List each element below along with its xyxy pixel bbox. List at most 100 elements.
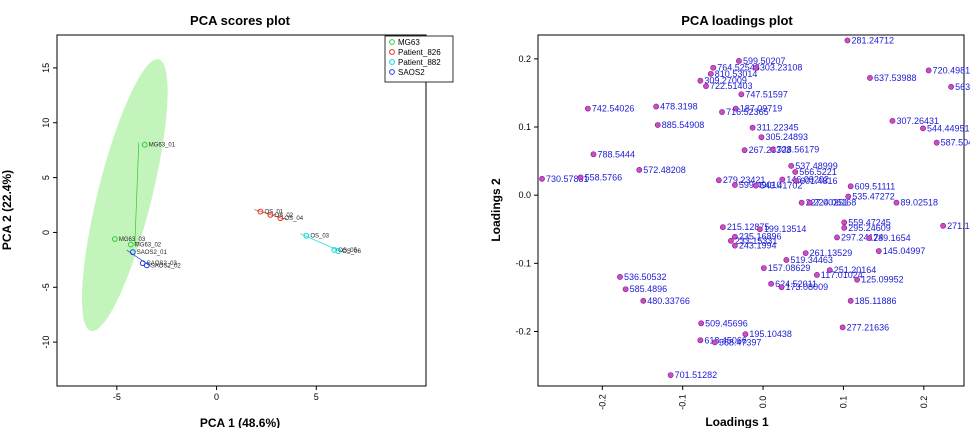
loading-point <box>641 298 646 303</box>
score-point-label: OS_06 <box>342 249 361 255</box>
scores-y-tick-label: 0 <box>41 230 51 235</box>
loading-point-label: 303.23108 <box>760 63 803 73</box>
scores-x-axis-label: PCA 1 (48.6%) <box>200 416 280 428</box>
loading-point <box>768 281 773 286</box>
loadings-x-tick-label: 0.1 <box>838 396 848 409</box>
loading-point <box>807 200 812 205</box>
loading-point-label: 289.1654 <box>873 233 911 243</box>
loading-point-label: 558.5766 <box>585 172 623 182</box>
loadings-x-tick-label: 0.2 <box>919 396 929 409</box>
loadings-x-tick-label: -0.2 <box>597 394 607 410</box>
loading-point <box>732 182 737 187</box>
loading-point-label: 747.51597 <box>745 89 788 99</box>
loading-point <box>920 126 925 131</box>
loading-point-label: 585.4896 <box>630 284 668 294</box>
loading-point <box>814 272 819 277</box>
loading-point-label: 701.51282 <box>675 370 718 380</box>
loading-point <box>719 109 724 114</box>
loading-point-label: 588.47397 <box>719 337 762 347</box>
loadings-x-axis-label: Loadings 1 <box>705 415 769 428</box>
loading-point <box>926 68 931 73</box>
score-point-label: SAOS2_01 <box>137 250 168 256</box>
legend-entry: SAOS2 <box>398 68 425 77</box>
loading-point <box>770 147 775 152</box>
loading-point <box>728 238 733 243</box>
loading-point <box>789 163 794 168</box>
loading-point <box>623 287 628 292</box>
loading-point-label: 173.08009 <box>786 282 829 292</box>
loading-point-label: 788.5444 <box>597 149 635 159</box>
loading-point-label: 281.24712 <box>851 35 894 45</box>
legend-entry: Patient_882 <box>398 58 441 67</box>
loading-point-label: 125.09952 <box>861 275 904 285</box>
loading-point <box>585 106 590 111</box>
loadings-plot-title: PCA loadings plot <box>681 13 793 28</box>
pca-loadings-plot: PCA loadings plot Loadings 1 Loadings 2 … <box>489 13 970 428</box>
scores-y-tick-label: -10 <box>41 336 51 349</box>
pca-scores-plot: PCA scores plot PCA 1 (48.6%) PCA 2 (22.… <box>0 13 453 428</box>
loading-point <box>842 220 847 225</box>
scores-y-tick-label: 10 <box>41 118 51 128</box>
scores-x-tick-label: 0 <box>214 392 219 402</box>
loading-point <box>617 274 622 279</box>
score-point-label: SAOS2_02 <box>151 263 182 269</box>
scores-x-tick-label: 5 <box>314 392 319 402</box>
loadings-y-axis-label: Loadings 2 <box>489 178 503 242</box>
loading-point <box>784 257 789 262</box>
loading-point-label: 544.44951 <box>927 123 970 133</box>
loading-point-label: 185.11886 <box>855 296 897 306</box>
scores-y-tick-label: -5 <box>41 283 51 291</box>
loading-point-label: 885.54908 <box>662 120 705 130</box>
loading-point-label: 716.52365 <box>726 107 769 117</box>
loading-point-label: 572.48208 <box>643 165 686 175</box>
loading-point <box>654 104 659 109</box>
loading-point <box>867 75 872 80</box>
loading-point <box>842 225 847 230</box>
loading-point <box>949 84 954 89</box>
loading-point <box>750 125 755 130</box>
score-point-label: OS_04 <box>284 216 303 222</box>
loading-point <box>668 372 673 377</box>
scores-y-tick-label: 15 <box>41 63 51 73</box>
loading-point-label: 145.04997 <box>883 246 926 256</box>
loading-point-label: 587.5041 <box>941 138 970 148</box>
loading-point-label: 742.54026 <box>592 104 635 114</box>
legend-entry: Patient_826 <box>398 48 441 57</box>
loadings-y-tick-label: 0.1 <box>518 122 531 132</box>
loading-point-label: 509.45696 <box>705 318 748 328</box>
loading-point <box>759 135 764 140</box>
loading-point <box>753 183 758 188</box>
score-point-label: MG63_02 <box>135 243 162 249</box>
scores-x-tick-label: -5 <box>113 392 121 402</box>
loading-point <box>848 298 853 303</box>
loading-point-label: 277.21636 <box>847 322 890 332</box>
loading-point <box>848 184 853 189</box>
loading-point-label: 637.53988 <box>874 73 917 83</box>
loading-point <box>712 340 717 345</box>
loading-point <box>703 84 708 89</box>
loading-point <box>867 236 872 241</box>
scores-legend: MG63Patient_826Patient_882SAOS2 <box>385 36 453 82</box>
score-point-label: MG63_01 <box>149 143 176 149</box>
loading-point-label: 728.56179 <box>777 145 820 155</box>
loading-point <box>591 152 596 157</box>
loading-point-label: 720.49819 <box>933 65 970 75</box>
loading-point-label: 271.19244 <box>947 221 970 231</box>
loading-point <box>698 338 703 343</box>
loading-point <box>890 118 895 123</box>
loading-point-label: 243.1994 <box>739 241 777 251</box>
loading-point-label: 224.06168 <box>814 198 857 208</box>
loading-point <box>655 122 660 127</box>
loading-point-label: 609.51111 <box>855 181 896 191</box>
loading-point <box>894 200 899 205</box>
legend-entry: MG63 <box>398 38 420 47</box>
loading-point-label: 535.47272 <box>852 192 895 202</box>
loading-point-label: 295.24609 <box>848 223 891 233</box>
loading-point <box>578 175 583 180</box>
loading-point-label: 536.50532 <box>624 272 667 282</box>
loading-point <box>934 140 939 145</box>
loading-point <box>732 243 737 248</box>
loading-point <box>637 167 642 172</box>
loadings-x-tick-label: -0.1 <box>678 394 688 410</box>
loading-point-label: 480.33766 <box>647 296 690 306</box>
